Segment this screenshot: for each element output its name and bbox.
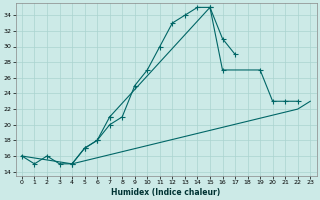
X-axis label: Humidex (Indice chaleur): Humidex (Indice chaleur)	[111, 188, 221, 197]
